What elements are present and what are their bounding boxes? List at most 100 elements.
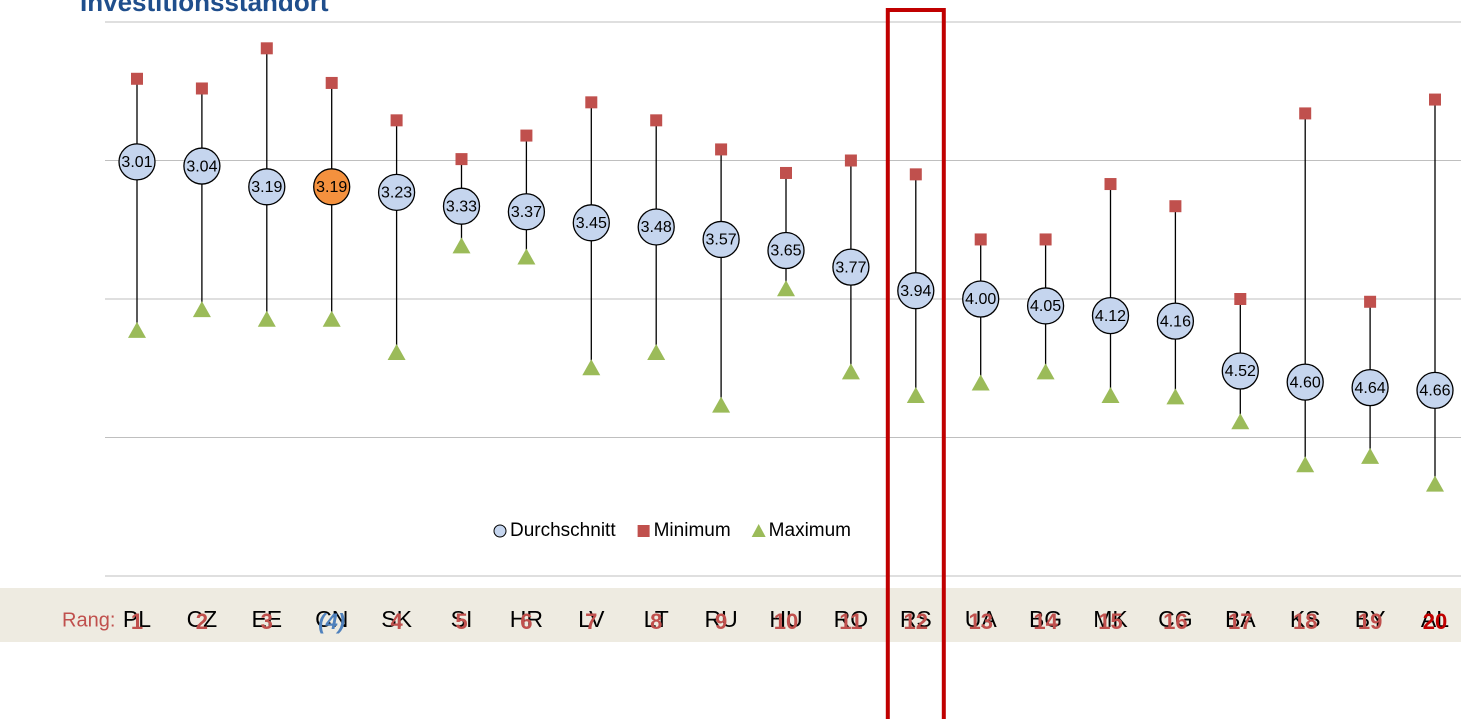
min-marker — [909, 168, 922, 181]
data-label: 3.45 — [576, 215, 607, 232]
avg-marker — [1416, 371, 1454, 410]
data-label: 3.01 — [121, 154, 152, 171]
data-label: 3.23 — [381, 185, 412, 202]
x-tick-label: SK — [381, 606, 412, 632]
data-label: 3.48 — [641, 219, 672, 236]
data-label: 3.37 — [511, 204, 542, 221]
legend-swatch — [637, 525, 650, 537]
rank: 3 — [261, 609, 273, 634]
avg-marker — [248, 168, 286, 206]
min-marker — [585, 96, 598, 109]
rank: 18 — [1293, 609, 1317, 634]
avg-marker — [442, 187, 481, 225]
min-marker — [455, 153, 468, 166]
avg-marker — [118, 143, 156, 181]
avg-marker — [183, 147, 221, 185]
rank: 20 — [1423, 609, 1447, 634]
max-marker — [906, 386, 925, 403]
min-marker — [390, 114, 403, 127]
avg-marker — [962, 280, 1000, 318]
x-tick-label: RU — [704, 606, 737, 632]
x-tick-label: CN — [315, 606, 348, 632]
data-label: 3.04 — [186, 158, 217, 175]
rank: 17 — [1228, 609, 1252, 634]
legend-label: Minimum — [654, 520, 731, 541]
rank: 13 — [968, 609, 992, 634]
rank: 9 — [715, 609, 727, 634]
chart-title: Investitionsstandort — [80, 0, 329, 17]
legend-swatch — [751, 524, 766, 537]
highlight-box — [885, 8, 946, 719]
rank: 16 — [1163, 609, 1187, 634]
rank-band — [0, 588, 1461, 642]
max-marker — [971, 374, 990, 391]
max-marker — [387, 344, 406, 361]
avg-marker — [1026, 287, 1065, 325]
rank: 15 — [1098, 609, 1122, 634]
data-label: 4.52 — [1225, 363, 1256, 380]
data-label: 3.65 — [770, 243, 801, 260]
min-marker — [844, 154, 857, 167]
x-tick-label: LV — [578, 606, 605, 632]
rank: 11 — [839, 609, 862, 634]
max-marker — [128, 321, 146, 338]
data-label: 3.57 — [706, 232, 737, 249]
max-marker — [1426, 475, 1444, 492]
avg-marker — [1091, 296, 1130, 335]
max-marker — [192, 301, 211, 318]
avg-marker — [377, 173, 416, 212]
data-label: 4.64 — [1355, 380, 1386, 397]
x-tick-label: RS — [900, 606, 932, 632]
x-tick-label: BY — [1355, 606, 1386, 632]
x-tick-label: EE — [251, 606, 282, 632]
max-marker — [1231, 413, 1250, 430]
x-tick-label: SI — [451, 606, 473, 632]
x-tick-label: LT — [644, 606, 669, 632]
rank: 5 — [455, 609, 467, 634]
rank-label: Rang: — [62, 609, 115, 631]
avg-marker — [572, 204, 610, 242]
min-marker — [1039, 233, 1052, 246]
max-marker — [1036, 363, 1055, 380]
max-marker — [452, 237, 471, 254]
max-marker — [712, 396, 731, 413]
legend-label: Durchschnitt — [510, 520, 616, 541]
data-label: 4.12 — [1095, 308, 1126, 325]
rank: 1 — [131, 609, 143, 634]
max-marker — [1166, 388, 1185, 405]
data-label: 4.60 — [1290, 374, 1321, 391]
min-marker — [260, 42, 273, 55]
rank: 14 — [1033, 609, 1058, 634]
legend-label: Maximum — [769, 520, 851, 541]
max-marker — [777, 280, 795, 297]
x-tick-label: HR — [510, 606, 543, 632]
x-tick-label: HU — [769, 606, 802, 632]
x-tick-label: BA — [1225, 606, 1256, 632]
min-marker — [1364, 295, 1377, 308]
x-tick-label: PL — [123, 606, 151, 632]
max-marker — [1296, 456, 1315, 473]
rank: 12 — [904, 609, 928, 634]
avg-marker — [897, 272, 935, 310]
max-marker — [322, 310, 341, 327]
min-marker — [1234, 293, 1247, 305]
max-marker — [257, 310, 276, 327]
min-marker — [974, 233, 987, 246]
data-label: 4.05 — [1030, 298, 1061, 315]
rank: 4 — [390, 609, 403, 634]
avg-marker — [702, 220, 740, 259]
legend-swatch — [493, 524, 507, 538]
data-label: 3.77 — [835, 259, 866, 276]
max-marker — [841, 363, 860, 380]
max-marker — [647, 344, 666, 361]
avg-marker — [507, 193, 546, 231]
min-marker — [195, 82, 208, 95]
data-label: 3.33 — [446, 198, 477, 215]
x-tick-label: BG — [1029, 606, 1062, 632]
avg-marker — [832, 248, 870, 286]
data-label: 3.19 — [316, 179, 347, 196]
max-marker — [1361, 447, 1380, 464]
min-marker — [520, 129, 533, 142]
rank: 6 — [520, 609, 532, 634]
